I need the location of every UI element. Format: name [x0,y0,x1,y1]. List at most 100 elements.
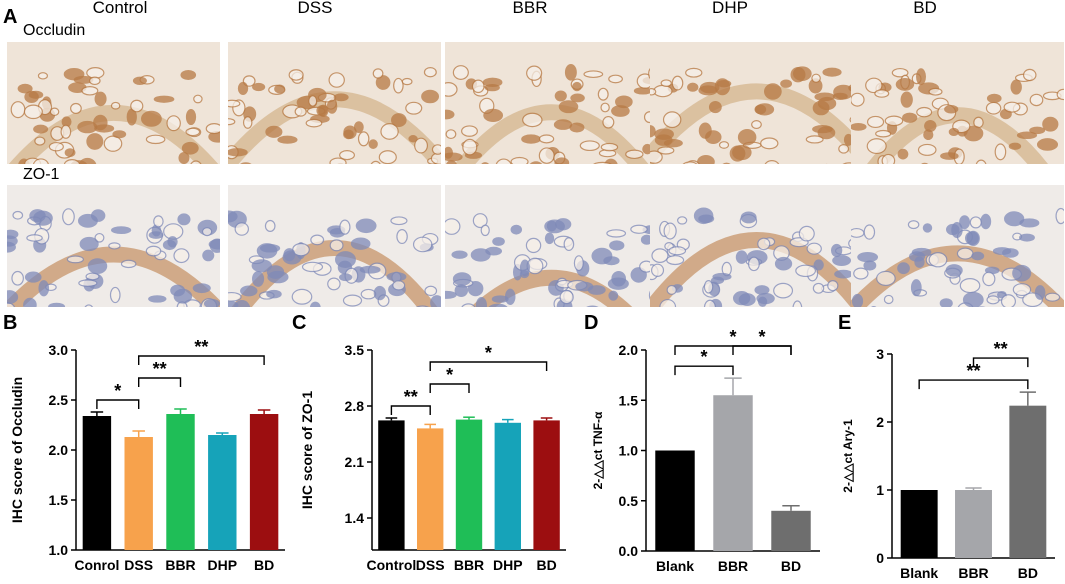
histology-image [7,185,220,307]
y-axis-label: 2-△△ct Ary-1 [841,419,855,493]
histology-image [228,42,441,164]
column-header-dss: DSS [297,0,333,17]
column-header-bd: BD [913,0,937,17]
panel-letter-c: C [292,312,307,334]
y-tick-label: 3.0 [49,342,69,358]
y-tick-label: 0.0 [619,543,639,559]
histology-image [851,185,1064,307]
y-axis-label: IHC score of ZO-1 [299,391,315,509]
x-tick-label: BBR [958,565,988,581]
y-tick-label: 1.4 [345,510,365,526]
significance-label: * [729,330,736,347]
x-tick-label: BD [536,557,556,573]
x-tick-label: BBR [165,557,195,573]
x-tick-label: DSS [416,557,445,573]
significance-bracket [918,379,1029,390]
y-tick-label: 2.0 [49,442,69,458]
y-axis-label: IHC score of Occludin [9,377,25,523]
x-tick-label: BBR [718,558,748,574]
significance-label: * [700,347,707,367]
bar-blank [655,450,695,551]
bar-bbr [713,395,753,551]
panel-letter-e: E [838,312,852,334]
x-tick-label: Control [367,557,417,573]
y-tick-label: 0.5 [619,493,639,509]
bar-dss [417,428,444,550]
significance-bracket [138,377,182,387]
significance-label: * [485,343,492,363]
histology-image [445,185,658,307]
significance-bracket [390,405,431,415]
significance-bracket [732,345,792,355]
x-tick-label: Blank [900,565,938,581]
y-tick-label: 2 [876,414,884,430]
column-header-dhp: DHP [712,0,748,17]
y-tick-label: 2.1 [345,454,365,470]
histology-image [650,42,863,164]
significance-label: ** [404,387,418,407]
y-tick-label: 1.5 [619,392,639,408]
chart-ary1: 0 1 2 3 2-△△ct Ary-1 Blank BBR BD ** ** [841,339,1055,581]
y-tick-label: 2.5 [49,392,69,408]
significance-label: * [114,381,121,401]
significance-bracket [674,365,734,376]
bar-bd [771,510,811,551]
significance-label: ** [194,337,208,357]
bar-dhp [494,422,521,550]
panel-letter-a: A [3,6,18,28]
y-tick-label: 3.5 [345,342,365,358]
bar-dss [124,437,153,550]
histology-image [445,42,658,164]
x-tick-label: BD [781,558,801,574]
significance-bracket [972,357,1029,368]
histology-image [228,185,441,307]
y-axis-label: 2-△△ct TNF-α [591,411,605,489]
y-tick-label: 1 [876,482,884,498]
x-tick-label: DHP [493,557,523,573]
chart-occludin-score: 1.0 1.5 2.0 2.5 3.0 IHC score of Occludin Conr… [9,337,285,573]
bar-dhp [208,435,237,550]
bar-bd [249,414,279,550]
column-header-bbr: BBR [512,0,548,17]
significance-label: ** [966,361,980,381]
y-tick-label: 2.8 [345,398,365,414]
y-tick-label: 1.5 [49,492,69,508]
bar-conrol [82,416,112,550]
bar-bbr [455,419,483,550]
significance-bracket [96,399,140,409]
y-tick-label: 2.0 [619,342,639,358]
significance-label: ** [153,359,167,379]
y-tick-label: 0 [876,550,884,566]
histology-image [7,42,220,164]
chart-tnf-alpha: 0.0 0.5 1.0 1.5 2.0 2-△△ct TNF-α Blank BBR BD * * * [591,330,820,574]
bar-bbr [955,490,992,558]
column-header-control: Control [92,0,148,17]
x-tick-label: BD [1018,565,1038,581]
bar-bd [533,420,560,550]
significance-label: ** [994,339,1008,359]
panel-letter-b: B [3,312,18,334]
row-label-zo1: ZO-1 [23,166,60,183]
x-tick-label: DHP [208,557,238,573]
histology-image [851,42,1064,164]
bar-blank [900,490,938,558]
significance-bracket [429,361,548,371]
x-tick-label: BBR [454,557,484,573]
significance-bracket [429,383,470,393]
significance-bracket [674,345,792,355]
y-tick-label: 1.0 [49,542,69,558]
x-tick-label: Conrol [74,557,119,573]
bar-control [378,420,405,550]
x-tick-label: Blank [656,558,694,574]
x-tick-label: DSS [124,557,153,573]
panel-letter-d: D [584,312,599,334]
significance-label: * [758,330,765,347]
x-tick-label: BD [254,557,274,573]
significance-label: * [446,365,453,385]
significance-bracket [138,355,265,365]
y-tick-label: 3 [876,346,884,362]
row-label-occludin: Occludin [23,22,86,39]
bar-bbr [166,414,195,550]
chart-zo1-score: 1.4 2.1 2.8 3.5 IHC score of ZO-1 Control DSS B… [299,342,566,573]
bar-bd [1009,405,1047,558]
